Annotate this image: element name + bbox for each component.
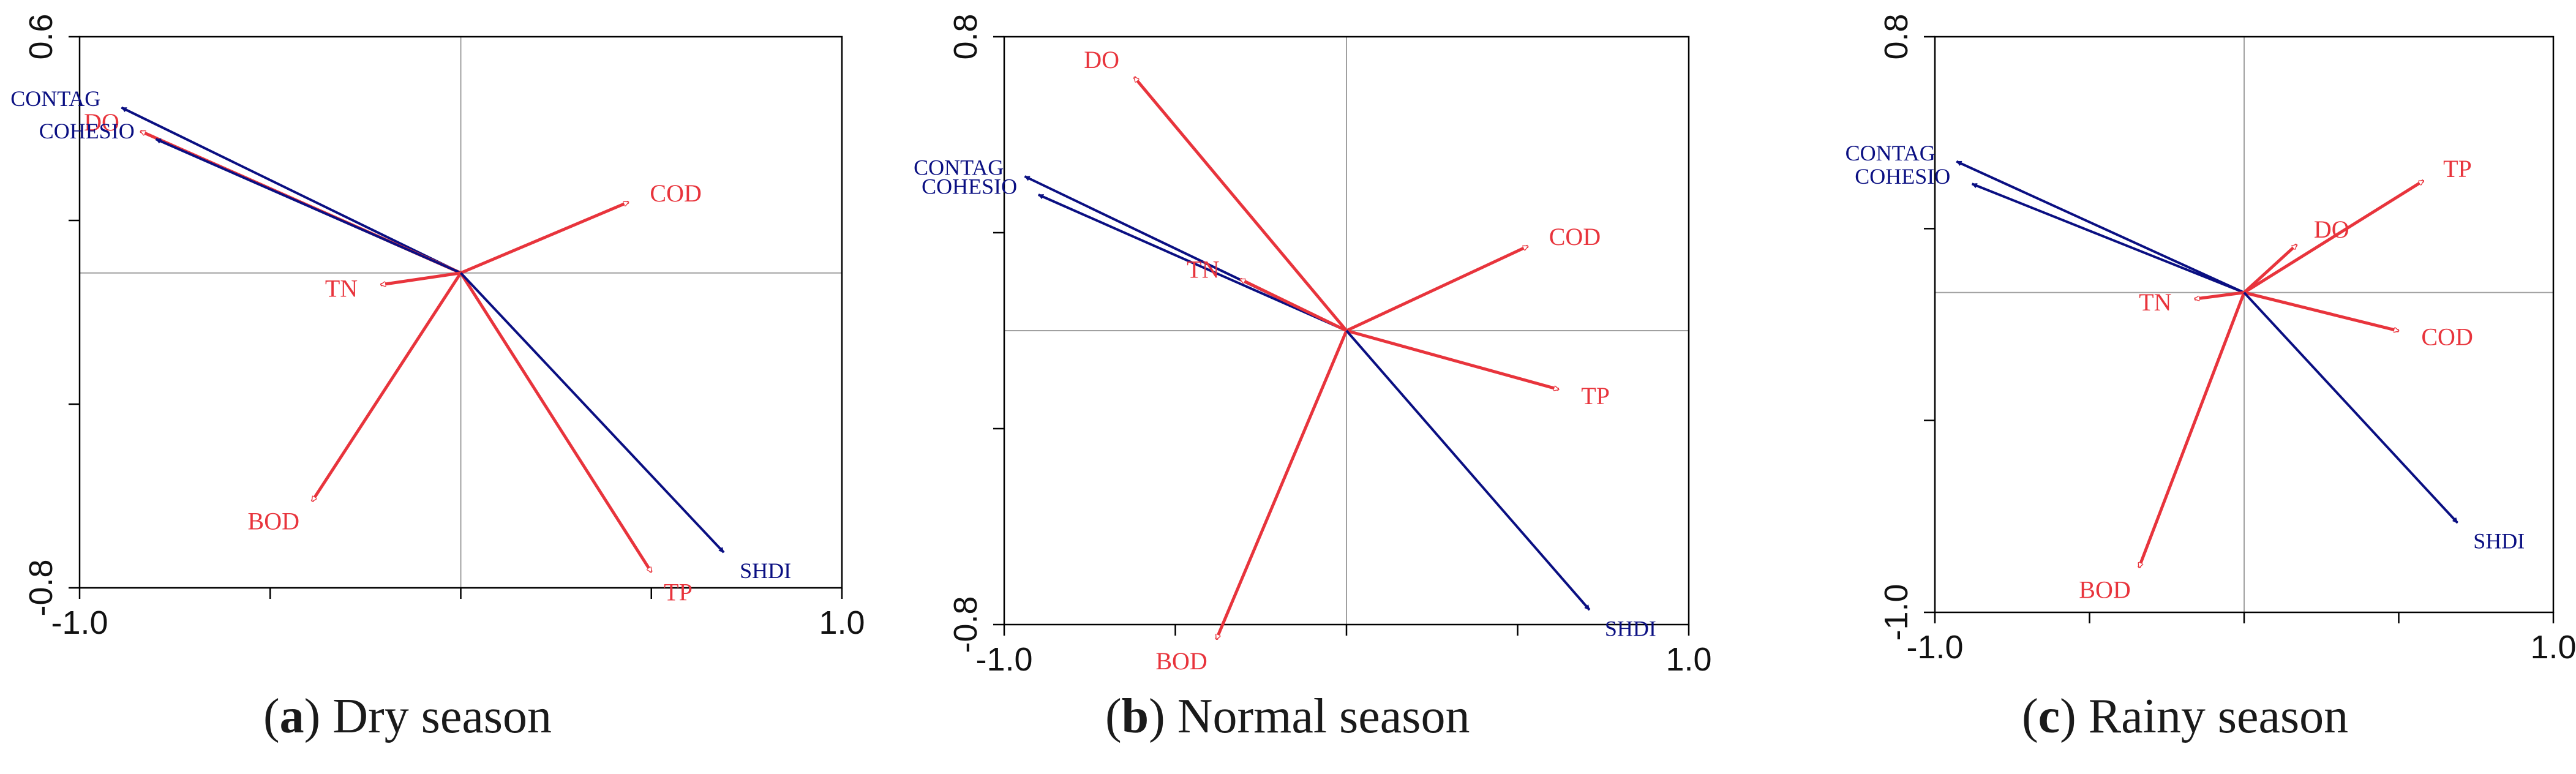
vector-label-tp: TP — [1581, 382, 1610, 410]
vector-label-contag: CONTAG — [10, 86, 100, 111]
vector-shdi — [460, 272, 725, 554]
vector-label-shdi: SHDI — [740, 558, 791, 583]
y-tick-label-min: -0.8 — [23, 559, 59, 616]
vector-tp — [459, 272, 653, 573]
vector-do — [1133, 77, 1348, 332]
vector-label-contag: CONTAG — [1846, 141, 1936, 165]
vector-label-tn: TN — [1187, 255, 1219, 283]
vector-do — [2243, 243, 2297, 294]
x-tick-label-min: -1.0 — [975, 641, 1032, 678]
caption-letter: c — [2038, 689, 2060, 743]
vector-label-do: DO — [1084, 46, 1119, 73]
vector-bod — [310, 272, 462, 502]
vector-shdi — [1345, 329, 1591, 611]
x-tick-label-min: -1.0 — [51, 604, 108, 641]
x-tick-label-min: -1.0 — [1906, 629, 1963, 666]
vector-cod — [460, 200, 629, 275]
vector-cod — [2244, 291, 2399, 331]
vector-label-bod: BOD — [2079, 576, 2130, 603]
caption-text: Normal season — [1177, 689, 1470, 743]
caption-letter: a — [279, 689, 304, 743]
vector-cohesio — [1038, 194, 1347, 332]
vector-bod — [2137, 291, 2246, 568]
x-tick-label-max: 1.0 — [1665, 641, 1711, 678]
caption-normal-season: (b) Normal season — [1105, 689, 1470, 743]
caption-rainy-season: (c) Rainy season — [2022, 689, 2349, 743]
y-tick-label-min: -0.8 — [947, 596, 984, 653]
vector-contag — [121, 106, 462, 274]
vector-label-bod: BOD — [1155, 647, 1207, 675]
vector-tn — [2195, 291, 2245, 299]
vector-tn — [381, 271, 461, 285]
vector-label-bod: BOD — [248, 507, 299, 535]
vector-label-cod: COD — [2421, 323, 2473, 351]
y-tick-label-min: -1.0 — [1878, 584, 1915, 641]
vector-label-tp: TP — [664, 578, 693, 606]
vector-label-do: DO — [2314, 216, 2349, 243]
vector-tp — [1346, 329, 1559, 389]
y-tick-label-max: 0.8 — [947, 13, 984, 59]
vector-label-shdi: SHDI — [2473, 529, 2525, 554]
caption-dry-season: (a) Dry season — [263, 689, 552, 743]
vector-label-do: DO — [84, 108, 119, 136]
vector-label-cohesio: COHESIO — [1855, 164, 1950, 189]
vector-label-tn: TN — [325, 275, 358, 302]
vector-bod — [1215, 330, 1348, 639]
vector-label-tn: TN — [2139, 288, 2171, 316]
y-tick-label-max: 0.6 — [23, 13, 59, 59]
vector-cohesio — [155, 138, 462, 274]
vector-cohesio — [1971, 182, 2245, 294]
vector-label-shdi: SHDI — [1605, 617, 1656, 641]
vector-cod — [1345, 244, 1528, 333]
vector-label-contag: CONTAG — [914, 156, 1004, 180]
vector-label-cod: COD — [1549, 223, 1601, 250]
vector-label-cohesio: COHESIO — [39, 119, 135, 143]
vector-shdi — [2243, 291, 2458, 524]
vector-tn — [1241, 277, 1348, 333]
vector-label-cod: COD — [650, 179, 701, 207]
vector-contag — [1956, 160, 2245, 294]
x-tick-label-max: 1.0 — [819, 604, 865, 641]
vector-label-tp: TP — [2443, 155, 2472, 182]
vector-label-cohesio: COHESIO — [922, 175, 1017, 199]
caption-text: Rainy season — [2088, 689, 2349, 743]
y-tick-label-max: 0.8 — [1878, 13, 1915, 59]
vector-tp — [2243, 179, 2424, 294]
caption-text: Dry season — [332, 689, 552, 743]
x-tick-label-max: 1.0 — [2530, 629, 2576, 666]
caption-letter: b — [1121, 689, 1149, 743]
